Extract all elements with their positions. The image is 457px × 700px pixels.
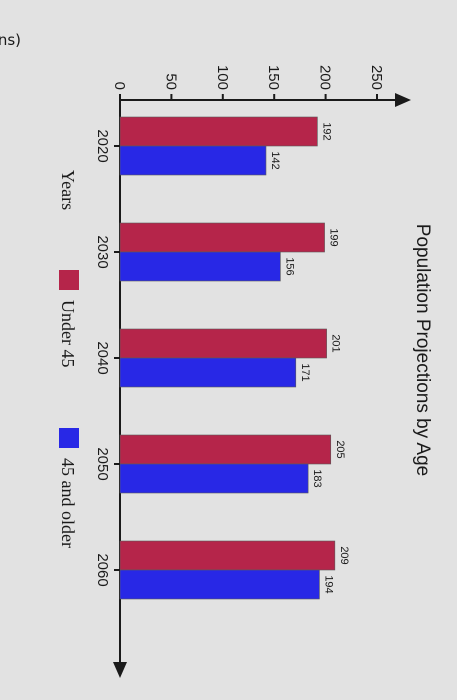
bar-value-label: 205: [334, 440, 346, 458]
bar-group: 192 142 199 156 201 171 205 183 209 194: [119, 116, 350, 600]
y-tick-label: 200: [317, 65, 334, 90]
bar-value-label: 183: [311, 469, 323, 487]
bar-45-and-older: [119, 357, 297, 388]
bar-under-45: [119, 434, 332, 465]
y-tick-label: 250: [368, 65, 385, 90]
legend-label-under-45: Under 45: [58, 300, 78, 367]
bar-45-and-older: [119, 251, 281, 282]
x-axis-ticks: 2020 2030 2040 2050 2060: [94, 129, 120, 587]
legend-label-45-and-older: 45 and older: [58, 458, 78, 548]
bar-value-label: 142: [269, 151, 281, 169]
bar-under-45: [119, 328, 327, 359]
bar-45-and-older: [119, 569, 320, 600]
bar-45-and-older: [119, 463, 309, 494]
y-tick-label: 150: [265, 65, 282, 90]
y-axis-arrow: [395, 93, 411, 107]
rotated-chart: Population Projections by Age Population…: [0, 31, 433, 678]
chart-title: Population Projections by Age: [412, 224, 433, 476]
y-axis-label: Population (in millions): [0, 31, 21, 49]
bar-value-label: 201: [330, 334, 342, 352]
x-tick-label: 2020: [94, 129, 111, 162]
bar-under-45: [119, 222, 325, 253]
x-axis-label: Years: [58, 170, 78, 210]
bar-value-label: 199: [328, 228, 340, 246]
bar-value-label: 192: [320, 122, 332, 140]
bar-under-45: [119, 116, 318, 147]
x-axis-arrow: [113, 662, 127, 678]
legend-swatch-45-and-older: [59, 428, 79, 448]
x-tick-label: 2060: [94, 553, 111, 586]
legend-swatch-under-45: [59, 270, 79, 290]
x-tick-label: 2040: [94, 341, 111, 374]
bar-under-45: [119, 540, 336, 571]
y-tick-label: 0: [111, 82, 128, 90]
bar-value-label: 194: [322, 575, 334, 593]
y-tick-label: 100: [214, 65, 231, 90]
y-axis-ticks: 0 50 100 150 200 250: [111, 65, 385, 100]
x-tick-label: 2030: [94, 235, 111, 268]
x-tick-label: 2050: [94, 447, 111, 480]
bar-value-label: 156: [283, 257, 295, 275]
bar-value-label: 171: [299, 363, 311, 381]
bar-45-and-older: [119, 145, 267, 176]
y-tick-label: 50: [162, 73, 179, 90]
bar-value-label: 209: [338, 546, 350, 564]
